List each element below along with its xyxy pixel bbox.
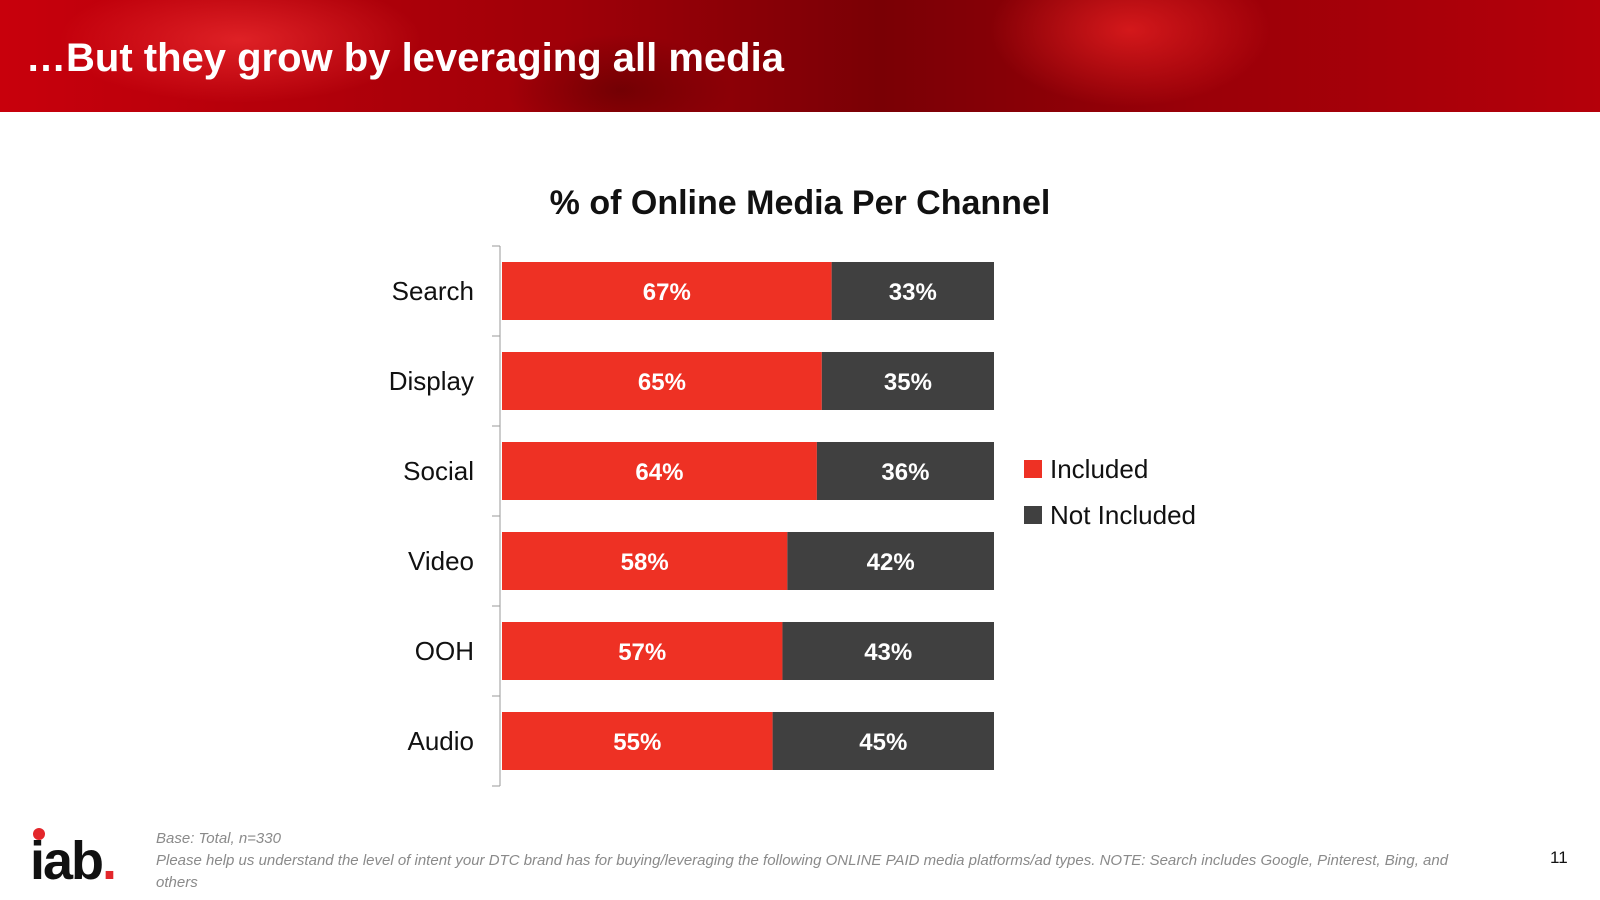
legend-item-not-included: Not Included — [1024, 492, 1196, 538]
footnote: Base: Total, n=330 Please help us unders… — [156, 828, 1476, 894]
bar-segment-not-included — [831, 262, 994, 320]
category-label: OOH — [415, 636, 474, 666]
legend-swatch-included — [1024, 460, 1042, 478]
iab-logo: iab. — [30, 828, 117, 888]
legend-swatch-not-included — [1024, 506, 1042, 524]
data-label: 65% — [638, 369, 686, 396]
bar-segment-included — [502, 532, 788, 590]
data-label: 42% — [867, 549, 915, 576]
bar-segment-included — [502, 622, 783, 680]
footnote-base: Base: Total, n=330 — [156, 830, 281, 847]
stacked-bar-chart: Search 67% 33% Display 65% 35% Social 64% 36% Vid… — [389, 245, 994, 787]
page-title: …But they grow by leveraging all media — [26, 36, 784, 80]
legend-label-included: Included — [1050, 453, 1149, 484]
data-label: 45% — [859, 729, 907, 756]
bar-segment-included — [502, 352, 822, 410]
bar-segment-not-included — [772, 712, 994, 770]
chart-title: % of Online Media Per Channel — [549, 184, 1051, 222]
data-label: 64% — [635, 459, 683, 486]
data-label: 35% — [884, 369, 932, 396]
footnote-question: Please help us understand the level of i… — [156, 852, 1449, 891]
legend-item-included: Included — [1024, 446, 1196, 492]
bar-segment-included — [502, 262, 832, 320]
data-label: 43% — [864, 639, 912, 666]
logo-dot-icon — [33, 828, 45, 840]
bar-segment-not-included — [782, 622, 994, 680]
data-label: 67% — [643, 279, 691, 306]
bar-segment-included — [502, 712, 773, 770]
legend-label-not-included: Not Included — [1050, 499, 1196, 530]
page-number: 11 — [1550, 848, 1568, 867]
bar-segment-included — [502, 442, 817, 500]
chart-legend: Included Not Included — [1024, 446, 1196, 538]
category-label: Audio — [408, 726, 475, 756]
data-label: 57% — [618, 639, 666, 666]
category-label: Video — [408, 546, 474, 576]
bar-segment-not-included — [816, 442, 994, 500]
header-banner: …But they grow by leveraging all media — [0, 0, 1600, 112]
data-label: 33% — [889, 279, 937, 306]
chart-area: % of Online Media Per Channel Search 67% 3… — [0, 112, 1600, 812]
bar-segment-not-included — [787, 532, 994, 590]
category-label: Search — [392, 276, 474, 306]
bar-segment-not-included — [821, 352, 994, 410]
category-label: Social — [403, 456, 474, 486]
data-label: 55% — [613, 729, 661, 756]
category-label: Display — [389, 366, 474, 396]
data-label: 58% — [621, 549, 669, 576]
data-label: 36% — [881, 459, 929, 486]
